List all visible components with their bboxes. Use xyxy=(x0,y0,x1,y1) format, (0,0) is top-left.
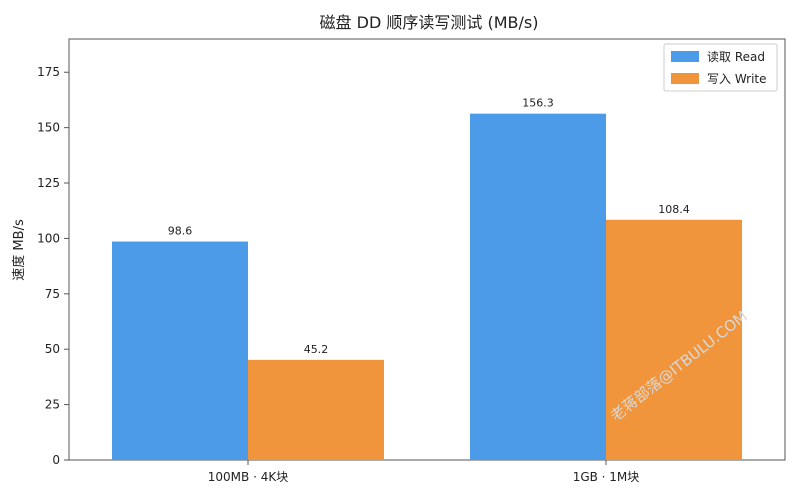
legend-label: 读取 Read xyxy=(707,50,765,64)
bar-value-label: 108.4 xyxy=(658,203,690,216)
y-tick-label: 75 xyxy=(45,287,60,301)
bar-value-label: 98.6 xyxy=(168,225,193,238)
x-tick-label: 100MB · 4K块 xyxy=(208,470,288,484)
plot-area: 0 25 50 75 100 125 150 175 98.6 45.2 100MB · 4K块 15… xyxy=(37,38,786,484)
y-tick-label: 50 xyxy=(45,342,60,356)
chart-title: 磁盘 DD 顺序读写测试 (MB/s) xyxy=(320,13,539,32)
legend-swatch xyxy=(671,73,699,84)
legend-label: 写入 Write xyxy=(707,72,767,86)
x-tick-label: 1GB · 1M块 xyxy=(573,470,640,484)
y-tick-label: 125 xyxy=(37,176,60,190)
bar xyxy=(112,241,248,460)
legend: 读取 Read 写入 Write xyxy=(663,43,778,92)
y-tick-label: 25 xyxy=(45,398,60,412)
bar xyxy=(470,113,606,460)
y-tick-label: 150 xyxy=(37,121,60,135)
plot-frame xyxy=(68,38,786,461)
bar xyxy=(248,359,384,460)
bar-value-label: 156.3 xyxy=(522,97,554,110)
bar-value-label: 45.2 xyxy=(304,343,329,356)
y-tick-label: 0 xyxy=(52,453,60,467)
y-tick-label: 100 xyxy=(37,231,60,245)
y-tick-label: 175 xyxy=(37,65,60,79)
bar xyxy=(606,219,742,460)
y-axis-label: 速度 MB/s xyxy=(11,219,27,281)
legend-swatch xyxy=(671,51,699,62)
